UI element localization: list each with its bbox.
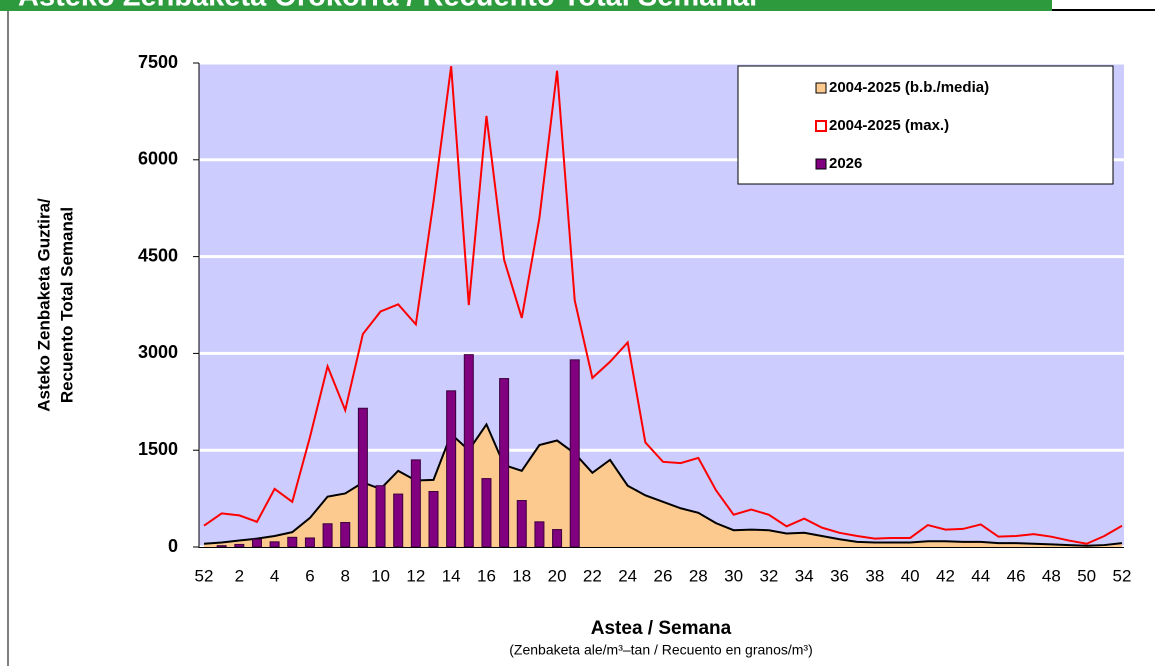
- x-axis-subtitle: (Zenbaketa ale/m³–tan / Recuento en gran…: [509, 642, 813, 658]
- bar: [516, 500, 527, 548]
- bar: [234, 543, 245, 548]
- x-tick-label: 52: [195, 566, 214, 585]
- legend-swatch: [815, 120, 827, 132]
- bar: [534, 521, 545, 548]
- legend-label: 2004-2025 (max.): [829, 117, 949, 134]
- legend-label: 2026: [829, 155, 862, 172]
- bar: [322, 523, 333, 548]
- bar: [499, 378, 510, 548]
- bar: [393, 493, 404, 548]
- x-axis-title: Astea / Semana: [591, 618, 732, 639]
- x-tick-label: 14: [442, 566, 461, 585]
- x-tick-label: 46: [1007, 566, 1026, 585]
- x-tick-label: 10: [371, 566, 390, 585]
- bar: [410, 459, 421, 548]
- legend-box: [737, 65, 1114, 185]
- bar: [269, 541, 280, 548]
- chart-title: Asteko Zenbaketa Orokorra / Recuento Tot…: [18, 0, 757, 13]
- y-tick-label: 1500: [138, 439, 178, 459]
- x-tick-label: 52: [1113, 566, 1132, 585]
- legend-label: 2004-2025 (b.b./media): [829, 79, 989, 96]
- legend-swatch: [815, 158, 827, 170]
- legend-swatch: [815, 82, 827, 94]
- x-tick-label: 44: [971, 566, 990, 585]
- marks: [203, 66, 1123, 548]
- bar: [446, 390, 457, 548]
- x-tick-label: 48: [1042, 566, 1061, 585]
- y-tick-label: 3000: [138, 342, 178, 362]
- x-tick-label: 34: [795, 566, 814, 585]
- bar: [357, 407, 368, 548]
- x-tick-label: 36: [830, 566, 849, 585]
- x-tick-label: 22: [583, 566, 602, 585]
- y-tick-label: 7500: [138, 52, 178, 72]
- x-tick-label: 16: [477, 566, 496, 585]
- title-banner: [0, 0, 1052, 11]
- bar: [251, 538, 262, 548]
- x-tick-label: 42: [936, 566, 955, 585]
- x-tick-label: 2: [235, 566, 244, 585]
- y-axis-title: Recuento Total Semanal: [57, 207, 76, 403]
- x-tick-label: 12: [406, 566, 425, 585]
- bar: [287, 536, 298, 548]
- y-tick-label: 4500: [138, 245, 178, 265]
- bar: [375, 485, 386, 548]
- line: [203, 66, 1123, 545]
- y-tick-label: 0: [168, 536, 178, 556]
- x-tick-label: 28: [689, 566, 708, 585]
- y-tick-label: 6000: [138, 149, 178, 169]
- x-tick-label: 18: [512, 566, 531, 585]
- bar: [428, 491, 439, 548]
- bar: [463, 354, 474, 548]
- x-tick-label: 24: [618, 566, 637, 585]
- x-tick-label: 8: [340, 566, 349, 585]
- x-tick-label: 50: [1077, 566, 1096, 585]
- x-tick-label: 30: [724, 566, 743, 585]
- legend: 2004-2025 (b.b./media) 2004-2025 (max.) 20…: [737, 65, 1114, 185]
- x-tick-label: 40: [901, 566, 920, 585]
- x-tick-label: 20: [548, 566, 567, 585]
- bar: [340, 521, 351, 548]
- x-tick-label: 26: [654, 566, 673, 585]
- y-axis-title: Asteko Zenbaketa Guztira/: [34, 198, 53, 412]
- bar: [216, 545, 227, 548]
- bar: [569, 359, 580, 548]
- x-tick-label: 32: [759, 566, 778, 585]
- x-tick-label: 6: [305, 566, 314, 585]
- bar: [304, 537, 315, 548]
- bar: [481, 478, 492, 548]
- x-tick-label: 38: [865, 566, 884, 585]
- x-tick-label: 4: [270, 566, 279, 585]
- bar: [552, 529, 563, 548]
- area-line: [203, 422, 1123, 547]
